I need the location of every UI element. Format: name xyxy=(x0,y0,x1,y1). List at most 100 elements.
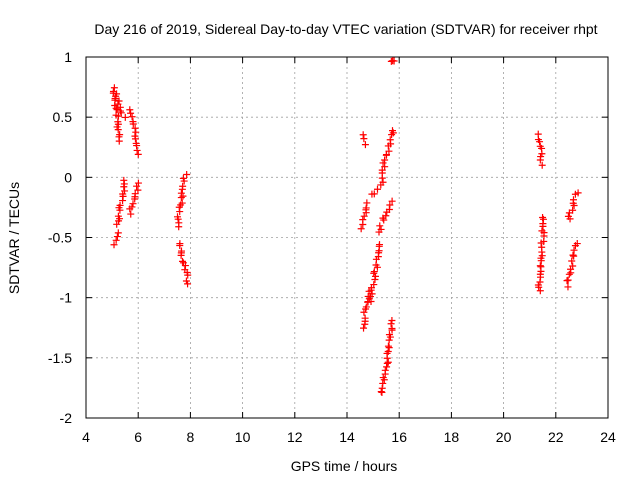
y-axis-label: SDTVAR / TECUs xyxy=(6,182,22,294)
data-point xyxy=(381,163,389,171)
data-point xyxy=(114,229,122,237)
data-point xyxy=(176,241,184,249)
data-point xyxy=(110,241,118,249)
data-point xyxy=(131,190,139,198)
data-point xyxy=(117,109,125,117)
data-point xyxy=(383,363,391,371)
data-point xyxy=(536,138,544,146)
data-point xyxy=(127,109,135,117)
data-point xyxy=(133,146,141,154)
data-point xyxy=(370,269,378,277)
data-point xyxy=(178,257,186,265)
data-point xyxy=(385,331,393,339)
data-point xyxy=(373,185,381,193)
data-point xyxy=(178,199,186,207)
data-point xyxy=(370,190,378,198)
data-point xyxy=(388,316,396,324)
data-point xyxy=(181,262,189,270)
x-tick-label: 24 xyxy=(600,429,616,445)
x-tick-label: 8 xyxy=(187,429,195,445)
data-point xyxy=(569,251,577,259)
data-point xyxy=(173,213,181,221)
data-point xyxy=(184,280,192,288)
data-point xyxy=(564,283,572,291)
data-point xyxy=(387,320,395,328)
data-point xyxy=(114,212,122,220)
data-point xyxy=(360,135,368,143)
data-point xyxy=(113,233,121,241)
data-point xyxy=(384,342,392,350)
data-point xyxy=(129,120,137,128)
data-point xyxy=(134,186,142,194)
y-tick-label: 0.5 xyxy=(53,109,73,125)
data-point xyxy=(539,215,547,223)
data-point xyxy=(362,303,370,311)
y-tick-label: -0.5 xyxy=(48,230,72,246)
data-point xyxy=(115,97,123,105)
data-point xyxy=(177,189,185,197)
x-tick-label: 6 xyxy=(134,429,142,445)
data-point xyxy=(112,236,120,244)
data-point xyxy=(183,170,191,178)
data-point xyxy=(175,219,183,227)
data-point xyxy=(115,137,123,145)
data-point xyxy=(357,225,365,233)
data-point xyxy=(359,131,367,139)
data-point xyxy=(381,366,389,374)
data-point xyxy=(127,210,135,218)
data-point xyxy=(385,344,393,352)
x-tick-label: 18 xyxy=(444,429,460,445)
x-tick-label: 10 xyxy=(235,429,251,445)
data-point xyxy=(564,212,572,220)
data-point xyxy=(377,225,385,233)
x-tick-label: 16 xyxy=(391,429,407,445)
data-point xyxy=(121,187,129,195)
data-point xyxy=(536,156,544,164)
data-point xyxy=(389,57,397,65)
data-point xyxy=(385,147,393,155)
data-point xyxy=(131,124,139,132)
x-tick-label: 14 xyxy=(339,429,355,445)
data-point xyxy=(114,126,122,134)
y-tick-label: -1 xyxy=(60,290,73,306)
data-point xyxy=(538,161,546,169)
chart-title: Day 216 of 2019, Sidereal Day-to-day VTE… xyxy=(94,21,597,37)
data-point xyxy=(129,200,137,208)
data-point xyxy=(386,136,394,144)
data-point xyxy=(112,104,120,112)
data-point xyxy=(131,135,139,143)
axis-ticks: 4 6 8 10 12 14 16 18 20 22 24 -2 -1.5 -1 -0.5 0 0.5 1 xyxy=(48,49,616,445)
data-point xyxy=(361,314,369,322)
data-point xyxy=(371,272,379,280)
data-point xyxy=(360,308,368,316)
x-tick-label: 12 xyxy=(287,429,303,445)
data-point xyxy=(364,298,372,306)
data-point xyxy=(370,281,378,289)
x-axis-label: GPS time / hours xyxy=(291,458,398,474)
data-point xyxy=(179,174,187,182)
data-point xyxy=(116,201,124,209)
data-point xyxy=(536,287,544,295)
data-point xyxy=(569,206,577,214)
data-point xyxy=(134,150,142,158)
data-point xyxy=(569,196,577,204)
data-point xyxy=(376,222,384,230)
data-point xyxy=(370,268,378,276)
grid xyxy=(86,57,608,418)
x-tick-label: 22 xyxy=(548,429,564,445)
data-point xyxy=(179,182,187,190)
data-point xyxy=(565,270,573,278)
data-point xyxy=(564,276,572,284)
data-point xyxy=(134,179,142,187)
data-point xyxy=(539,214,547,222)
x-tick-label: 4 xyxy=(82,429,90,445)
data-point xyxy=(110,84,118,92)
data-point xyxy=(568,257,576,265)
data-point xyxy=(379,159,387,167)
data-point xyxy=(534,281,542,289)
data-point xyxy=(377,388,385,396)
data-point xyxy=(381,156,389,164)
data-point xyxy=(368,290,376,298)
y-tick-label: 0 xyxy=(64,169,72,185)
